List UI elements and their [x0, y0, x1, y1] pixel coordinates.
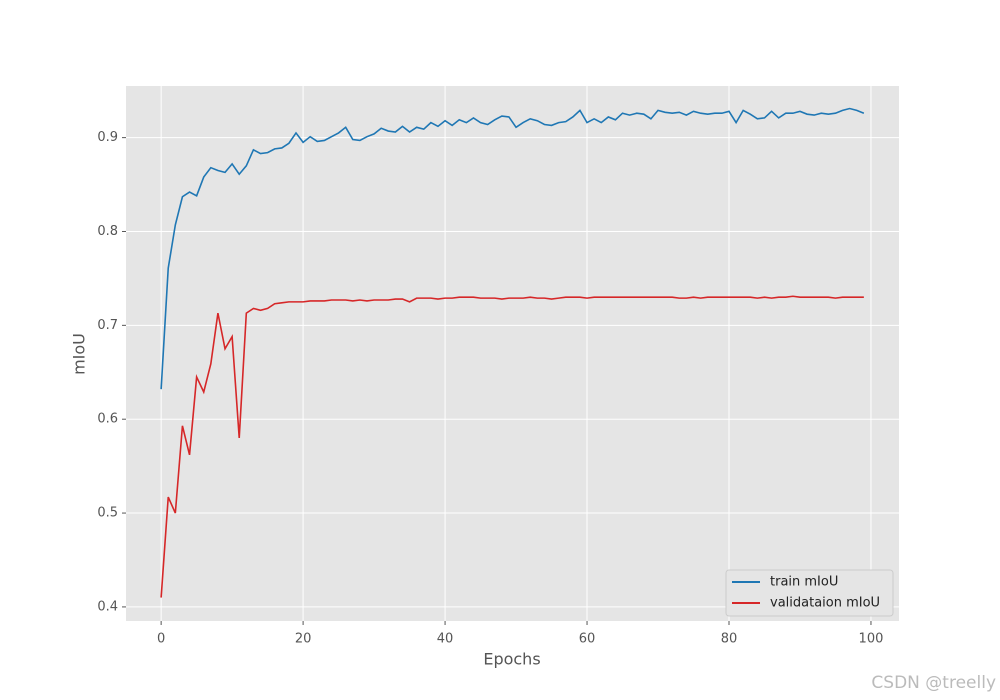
y-tick-label: 0.8: [97, 224, 118, 239]
x-tick-label: 20: [295, 632, 312, 647]
y-tick-label: 0.4: [97, 599, 118, 614]
watermark: CSDN @treelly: [871, 673, 996, 693]
x-tick-label: 40: [437, 632, 454, 647]
y-axis-label: mIoU: [70, 333, 89, 375]
grid: [126, 86, 899, 621]
legend-box: [725, 569, 894, 617]
y-tick-label: 0.9: [97, 130, 118, 145]
x-tick-label: 100: [859, 632, 884, 647]
plot-area: [126, 86, 899, 621]
axes: 0 20 40 60 80 100 0.4 0.5 0.6 0.7 0.8 0.9: [97, 130, 883, 646]
legend-label: train mIoU: [770, 575, 838, 590]
series-line: [160, 107, 865, 390]
x-tick-label: 60: [579, 632, 596, 647]
x-axis-label: Epochs: [483, 650, 540, 669]
lines: [160, 107, 865, 598]
series-line: [160, 295, 864, 598]
x-tick-label: 80: [721, 632, 738, 647]
y-tick-label: 0.5: [97, 506, 118, 521]
y-tick-label: 0.7: [97, 318, 118, 333]
x-tick-label: 0: [157, 632, 165, 647]
y-tick-label: 0.6: [97, 412, 118, 427]
legend-label: validataion mIoU: [770, 596, 880, 611]
legend: train mIoU validataion mIoU: [725, 569, 894, 617]
